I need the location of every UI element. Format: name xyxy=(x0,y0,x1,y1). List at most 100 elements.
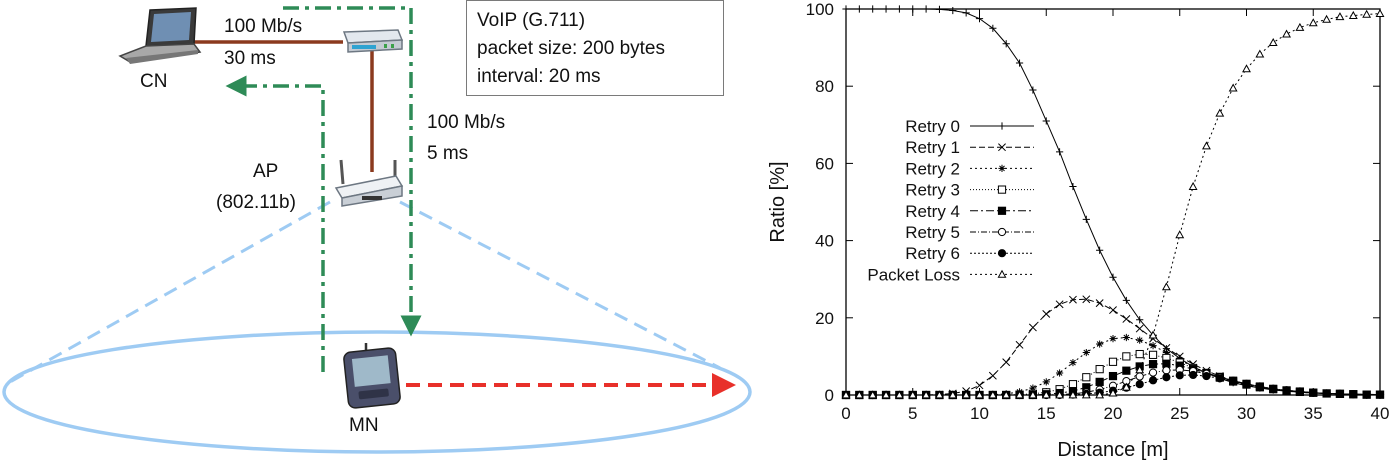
data-point xyxy=(1028,390,1038,399)
data-point xyxy=(841,390,851,399)
x-tick-label: 35 xyxy=(1304,404,1323,423)
data-point xyxy=(1136,316,1144,324)
data-point xyxy=(1109,335,1117,343)
cn-link-bandwidth: 100 Mb/s xyxy=(224,16,302,37)
data-point xyxy=(1095,365,1104,374)
legend-marker xyxy=(998,164,1006,172)
data-point xyxy=(1188,181,1198,190)
laptop-icon xyxy=(118,7,202,64)
legend-marker xyxy=(997,249,1007,258)
data-point xyxy=(1242,64,1251,73)
data-point xyxy=(1309,388,1318,397)
cn-link-delay: 30 ms xyxy=(224,48,276,69)
data-point xyxy=(1135,324,1144,333)
x-tick-label: 25 xyxy=(1170,404,1189,423)
x-tick-label: 5 xyxy=(908,404,917,423)
legend-label: Retry 6 xyxy=(905,244,960,263)
data-point xyxy=(935,390,944,399)
data-point xyxy=(1282,386,1291,395)
data-point xyxy=(948,390,958,399)
data-point xyxy=(1228,83,1238,92)
access-point-icon xyxy=(334,159,404,207)
data-point xyxy=(1375,390,1385,399)
data-point xyxy=(1081,390,1091,399)
ap-standard-label: (802.11b) xyxy=(216,192,296,213)
data-point xyxy=(1135,365,1145,374)
data-point xyxy=(1295,387,1305,396)
data-point xyxy=(1055,390,1065,399)
data-point xyxy=(1109,273,1117,281)
router-icon xyxy=(342,29,404,53)
data-point xyxy=(1096,246,1104,254)
data-point xyxy=(922,5,930,13)
y-tick-label: 60 xyxy=(815,154,834,173)
data-point xyxy=(1175,371,1184,380)
x-tick-label: 0 xyxy=(841,404,850,423)
data-point xyxy=(1121,382,1131,391)
legend-label: Packet Loss xyxy=(867,265,960,284)
data-point xyxy=(1056,148,1064,156)
data-point xyxy=(1109,306,1117,315)
legend-label: Retry 2 xyxy=(905,159,960,178)
y-tick-label: 40 xyxy=(815,232,834,251)
data-point xyxy=(868,390,878,399)
data-point xyxy=(1161,282,1171,291)
data-point xyxy=(975,15,984,23)
data-point xyxy=(962,9,970,17)
data-point xyxy=(882,5,890,13)
info-interval: interval: 20 ms xyxy=(477,66,601,87)
data-point xyxy=(1095,299,1104,308)
data-point xyxy=(1122,333,1130,342)
chart-legend: Retry 0 Retry 1 Retry 2 Retry 3 Retry 4 Retry… xyxy=(867,117,1034,284)
data-point xyxy=(1015,59,1024,67)
data-point xyxy=(949,6,957,15)
data-point xyxy=(1069,358,1077,367)
y-tick-label: 80 xyxy=(815,77,834,96)
data-point xyxy=(1136,336,1144,344)
data-point xyxy=(1135,380,1144,389)
data-point xyxy=(975,390,984,399)
mn-label: MN xyxy=(349,415,379,436)
data-point xyxy=(1148,360,1158,369)
data-point xyxy=(988,371,997,380)
data-point xyxy=(1348,10,1358,19)
ap-link-bandwidth: 100 Mb/s xyxy=(427,112,505,133)
voip-info-box: VoIP (G.711) packet size: 200 bytes inte… xyxy=(466,0,724,96)
data-point xyxy=(1282,29,1291,38)
data-point xyxy=(1269,384,1278,393)
legend-marker xyxy=(997,269,1007,278)
data-point xyxy=(1335,389,1345,398)
data-point xyxy=(1189,370,1198,380)
data-point xyxy=(1202,371,1211,381)
x-tick-label: 40 xyxy=(1371,404,1390,423)
data-point xyxy=(1042,117,1050,125)
data-point xyxy=(1068,380,1078,389)
series-packet-loss xyxy=(841,9,1385,399)
ap-label: AP xyxy=(253,161,278,182)
data-point xyxy=(869,5,877,13)
data-point xyxy=(975,381,984,390)
data-point xyxy=(854,390,864,399)
data-point xyxy=(1082,348,1090,357)
data-point xyxy=(1082,373,1091,382)
coverage-edge-left xyxy=(9,200,331,384)
network-diagram: CN 100 Mb/s 30 ms 100 Mb/s 5 ms AP (802.… xyxy=(2,6,752,454)
chart-series xyxy=(841,5,1385,400)
data-point xyxy=(1135,372,1144,381)
data-point xyxy=(1055,300,1064,309)
data-point xyxy=(1148,368,1158,377)
data-point xyxy=(1122,366,1131,375)
data-point xyxy=(908,390,918,399)
x-tick-label: 10 xyxy=(970,404,989,423)
flow-uplink xyxy=(225,75,325,372)
legend-label: Retry 5 xyxy=(905,223,960,242)
data-point xyxy=(1375,9,1385,18)
data-point xyxy=(1215,108,1225,117)
data-point xyxy=(842,5,850,13)
data-point xyxy=(1069,182,1077,191)
data-point xyxy=(1335,12,1345,21)
legend-label: Retry 4 xyxy=(905,202,960,221)
data-point xyxy=(1255,49,1265,58)
data-point xyxy=(1082,295,1091,304)
data-point xyxy=(1028,323,1037,332)
